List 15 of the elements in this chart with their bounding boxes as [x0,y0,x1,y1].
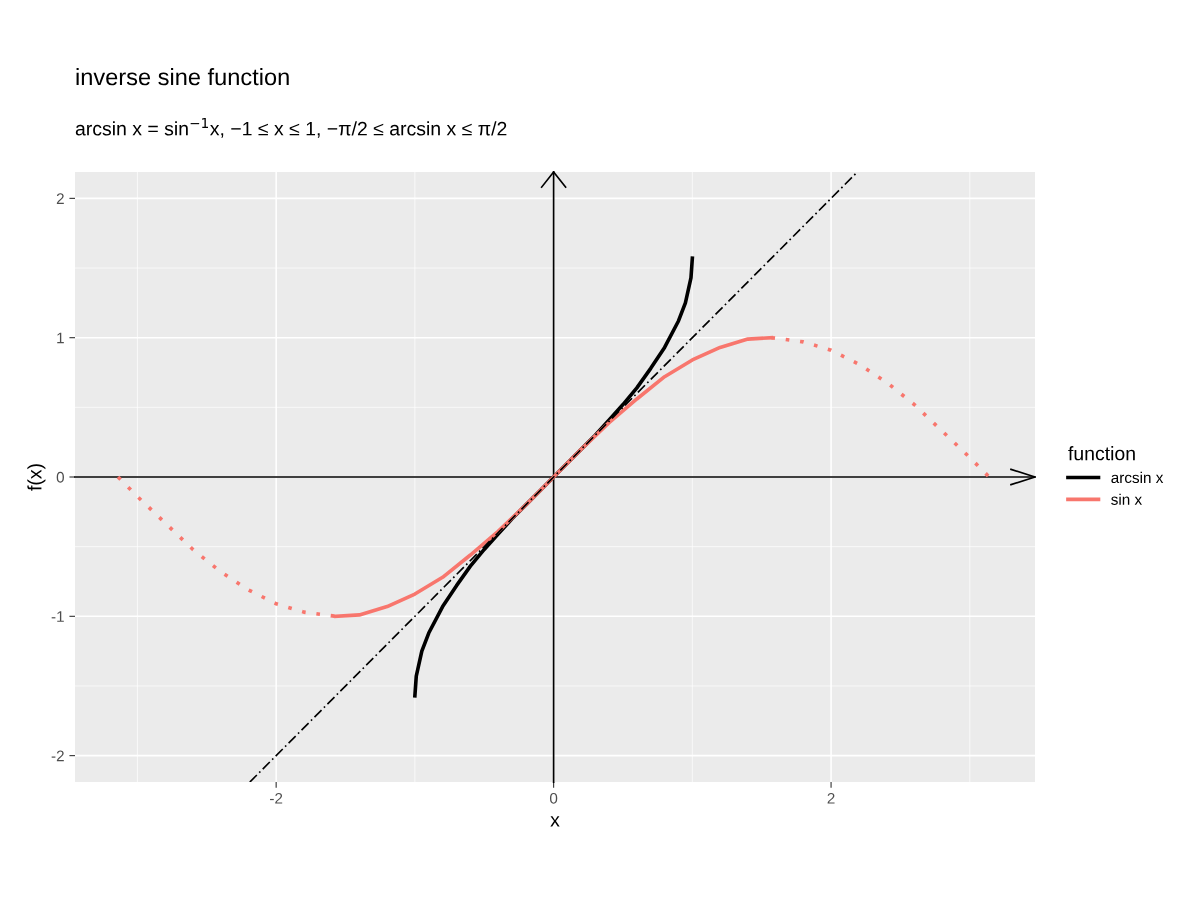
y-tick-label: 0 [56,471,64,483]
y-tick-label: -2 [51,750,64,762]
x-axis-title: x [550,816,560,827]
legend-label: sin x [1111,493,1142,505]
legend-label: arcsin x [1111,471,1164,484]
x-tick-label: -2 [270,792,283,804]
x-tick-label: 2 [827,792,835,804]
y-tick-label: -1 [51,611,64,622]
y-tick-label: 1 [57,332,64,344]
y-axis-title: f(x) [27,464,46,491]
chart-title: inverse sine function [76,67,289,86]
x-tick-label: 0 [549,792,558,804]
y-tick-label: 2 [56,193,64,204]
chart-subtitle: arcsin x = sin$^{−1}$x, −1 ≤ x ≤ 1, −π/2 ≤ arcsin x ≤ π/2 [75,117,507,138]
legend-title: function [1068,446,1135,461]
